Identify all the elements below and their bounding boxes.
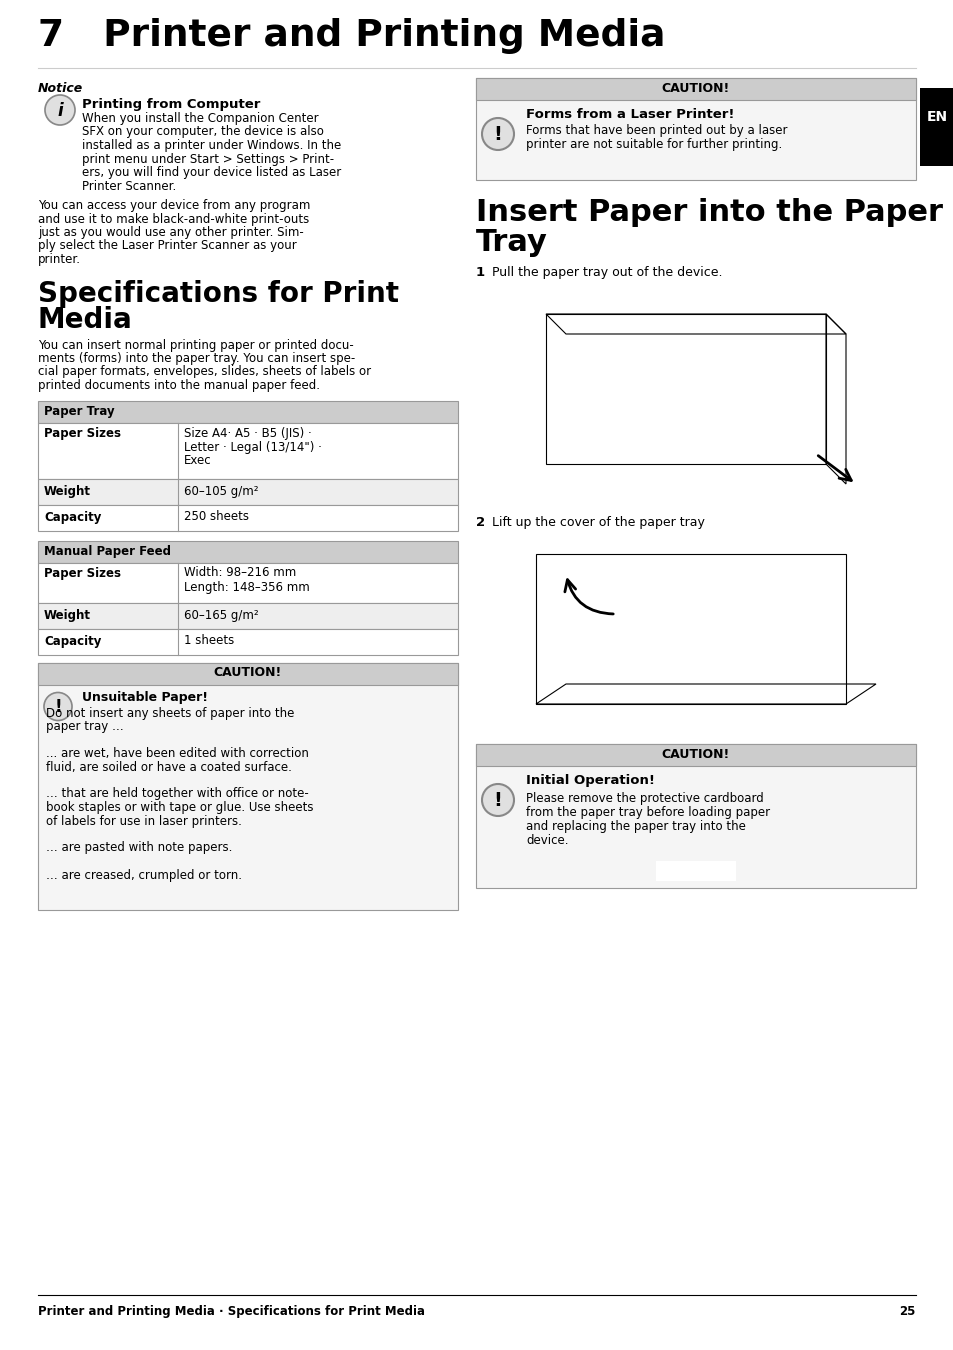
Text: 60–105 g/m²: 60–105 g/m² xyxy=(184,485,258,498)
Text: ... are wet, have been edited with correction: ... are wet, have been edited with corre… xyxy=(46,747,309,760)
Text: print menu under Start > Settings > Print-: print menu under Start > Settings > Prin… xyxy=(82,153,334,166)
Bar xyxy=(476,78,915,100)
Bar xyxy=(38,663,457,910)
Text: Size A4· A5 · B5 (JIS) ·: Size A4· A5 · B5 (JIS) · xyxy=(184,427,312,440)
Text: CAUTION!: CAUTION! xyxy=(213,667,282,679)
Bar xyxy=(38,505,457,531)
Text: paper tray …: paper tray … xyxy=(46,720,124,733)
Text: CAUTION!: CAUTION! xyxy=(661,748,729,761)
Bar xyxy=(38,629,457,655)
Text: Weight: Weight xyxy=(44,609,91,621)
Text: printed documents into the manual paper feed.: printed documents into the manual paper … xyxy=(38,379,319,391)
Text: Media: Media xyxy=(38,306,132,335)
Bar xyxy=(476,744,915,888)
Text: 60–165 g/m²: 60–165 g/m² xyxy=(184,609,258,621)
Text: Unsuitable Paper!: Unsuitable Paper! xyxy=(82,690,208,703)
Bar xyxy=(38,663,457,684)
Text: CAUTION!: CAUTION! xyxy=(661,82,729,94)
Text: of labels for use in laser printers.: of labels for use in laser printers. xyxy=(46,814,242,828)
Text: Please remove the protective cardboard: Please remove the protective cardboard xyxy=(525,792,763,805)
Bar xyxy=(38,602,457,629)
Text: fluid, are soiled or have a coated surface.: fluid, are soiled or have a coated surfa… xyxy=(46,760,292,774)
Bar xyxy=(496,284,895,504)
Text: Printer Scanner.: Printer Scanner. xyxy=(82,180,176,193)
Bar xyxy=(919,88,953,166)
Text: 25: 25 xyxy=(899,1305,915,1318)
Bar xyxy=(38,540,457,563)
Text: When you install the Companion Center: When you install the Companion Center xyxy=(82,112,318,126)
Text: … are creased, crumpled or torn.: … are creased, crumpled or torn. xyxy=(46,868,242,882)
Text: Tray: Tray xyxy=(476,228,547,256)
Text: !: ! xyxy=(493,791,502,810)
Text: You can insert normal printing paper or printed docu-: You can insert normal printing paper or … xyxy=(38,339,354,351)
Text: Printer and Printing Media · Specifications for Print Media: Printer and Printing Media · Specificati… xyxy=(38,1305,424,1318)
Text: !: ! xyxy=(54,698,62,717)
Text: and replacing the paper tray into the: and replacing the paper tray into the xyxy=(525,819,745,833)
Text: cial paper formats, envelopes, slides, sheets of labels or: cial paper formats, envelopes, slides, s… xyxy=(38,366,371,378)
Circle shape xyxy=(481,784,514,815)
Text: just as you would use any other printer. Sim-: just as you would use any other printer.… xyxy=(38,225,303,239)
Text: … are pasted with note papers.: … are pasted with note papers. xyxy=(46,841,233,855)
Circle shape xyxy=(45,95,75,126)
Text: SFX on your computer, the device is also: SFX on your computer, the device is also xyxy=(82,126,323,139)
Text: Paper Sizes: Paper Sizes xyxy=(44,427,121,440)
Text: 7   Printer and Printing Media: 7 Printer and Printing Media xyxy=(38,18,665,54)
Text: Specifications for Print: Specifications for Print xyxy=(38,281,398,309)
Text: Letter · Legal (13/14") ·: Letter · Legal (13/14") · xyxy=(184,440,321,454)
Text: EN: EN xyxy=(925,109,946,124)
Text: You can access your device from any program: You can access your device from any prog… xyxy=(38,198,310,212)
Circle shape xyxy=(44,693,71,721)
Text: Forms that have been printed out by a laser: Forms that have been printed out by a la… xyxy=(525,124,786,136)
Text: ply select the Laser Printer Scanner as your: ply select the Laser Printer Scanner as … xyxy=(38,239,296,252)
Text: Pull the paper tray out of the device.: Pull the paper tray out of the device. xyxy=(492,266,721,279)
Text: Insert Paper into the Paper: Insert Paper into the Paper xyxy=(476,198,942,227)
Text: Length: 148–356 mm: Length: 148–356 mm xyxy=(184,580,310,594)
Text: Paper Sizes: Paper Sizes xyxy=(44,567,121,579)
Text: Width: 98–216 mm: Width: 98–216 mm xyxy=(184,567,296,579)
Text: Notice: Notice xyxy=(38,82,83,94)
Text: Initial Operation!: Initial Operation! xyxy=(525,774,655,787)
Bar xyxy=(476,744,915,765)
Text: 1 sheets: 1 sheets xyxy=(184,634,234,648)
Text: … that are held together with office or note-: … that are held together with office or … xyxy=(46,787,309,801)
Text: installed as a printer under Windows. In the: installed as a printer under Windows. In… xyxy=(82,139,341,153)
Text: printer are not suitable for further printing.: printer are not suitable for further pri… xyxy=(525,138,781,151)
Text: Weight: Weight xyxy=(44,485,91,498)
Text: 1: 1 xyxy=(476,266,485,279)
Text: Exec: Exec xyxy=(184,455,212,467)
Text: from the paper tray before loading paper: from the paper tray before loading paper xyxy=(525,806,769,819)
Text: 2: 2 xyxy=(476,516,485,529)
Text: device.: device. xyxy=(525,834,568,846)
Text: Printing from Computer: Printing from Computer xyxy=(82,99,260,111)
Text: ers, you will find your device listed as Laser: ers, you will find your device listed as… xyxy=(82,166,341,180)
Text: !: ! xyxy=(493,126,502,144)
Bar xyxy=(656,861,735,882)
Bar xyxy=(38,563,457,602)
Text: printer.: printer. xyxy=(38,252,81,266)
Bar xyxy=(496,535,895,734)
Text: i: i xyxy=(57,103,63,120)
Bar xyxy=(38,401,457,423)
Text: Manual Paper Feed: Manual Paper Feed xyxy=(44,544,171,558)
Text: Paper Tray: Paper Tray xyxy=(44,405,114,417)
Text: Lift up the cover of the paper tray: Lift up the cover of the paper tray xyxy=(492,516,704,529)
Text: book staples or with tape or glue. Use sheets: book staples or with tape or glue. Use s… xyxy=(46,801,314,814)
Text: 250 sheets: 250 sheets xyxy=(184,510,249,524)
Text: Forms from a Laser Printer!: Forms from a Laser Printer! xyxy=(525,108,734,122)
Circle shape xyxy=(481,117,514,150)
Text: Capacity: Capacity xyxy=(44,510,101,524)
Text: Do not insert any sheets of paper into the: Do not insert any sheets of paper into t… xyxy=(46,706,294,720)
Bar xyxy=(476,78,915,180)
Bar xyxy=(38,423,457,478)
Bar xyxy=(536,294,855,485)
Bar xyxy=(38,478,457,505)
Text: and use it to make black-and-white print-outs: and use it to make black-and-white print… xyxy=(38,212,309,225)
Text: ments (forms) into the paper tray. You can insert spe-: ments (forms) into the paper tray. You c… xyxy=(38,352,355,365)
Text: Capacity: Capacity xyxy=(44,634,101,648)
